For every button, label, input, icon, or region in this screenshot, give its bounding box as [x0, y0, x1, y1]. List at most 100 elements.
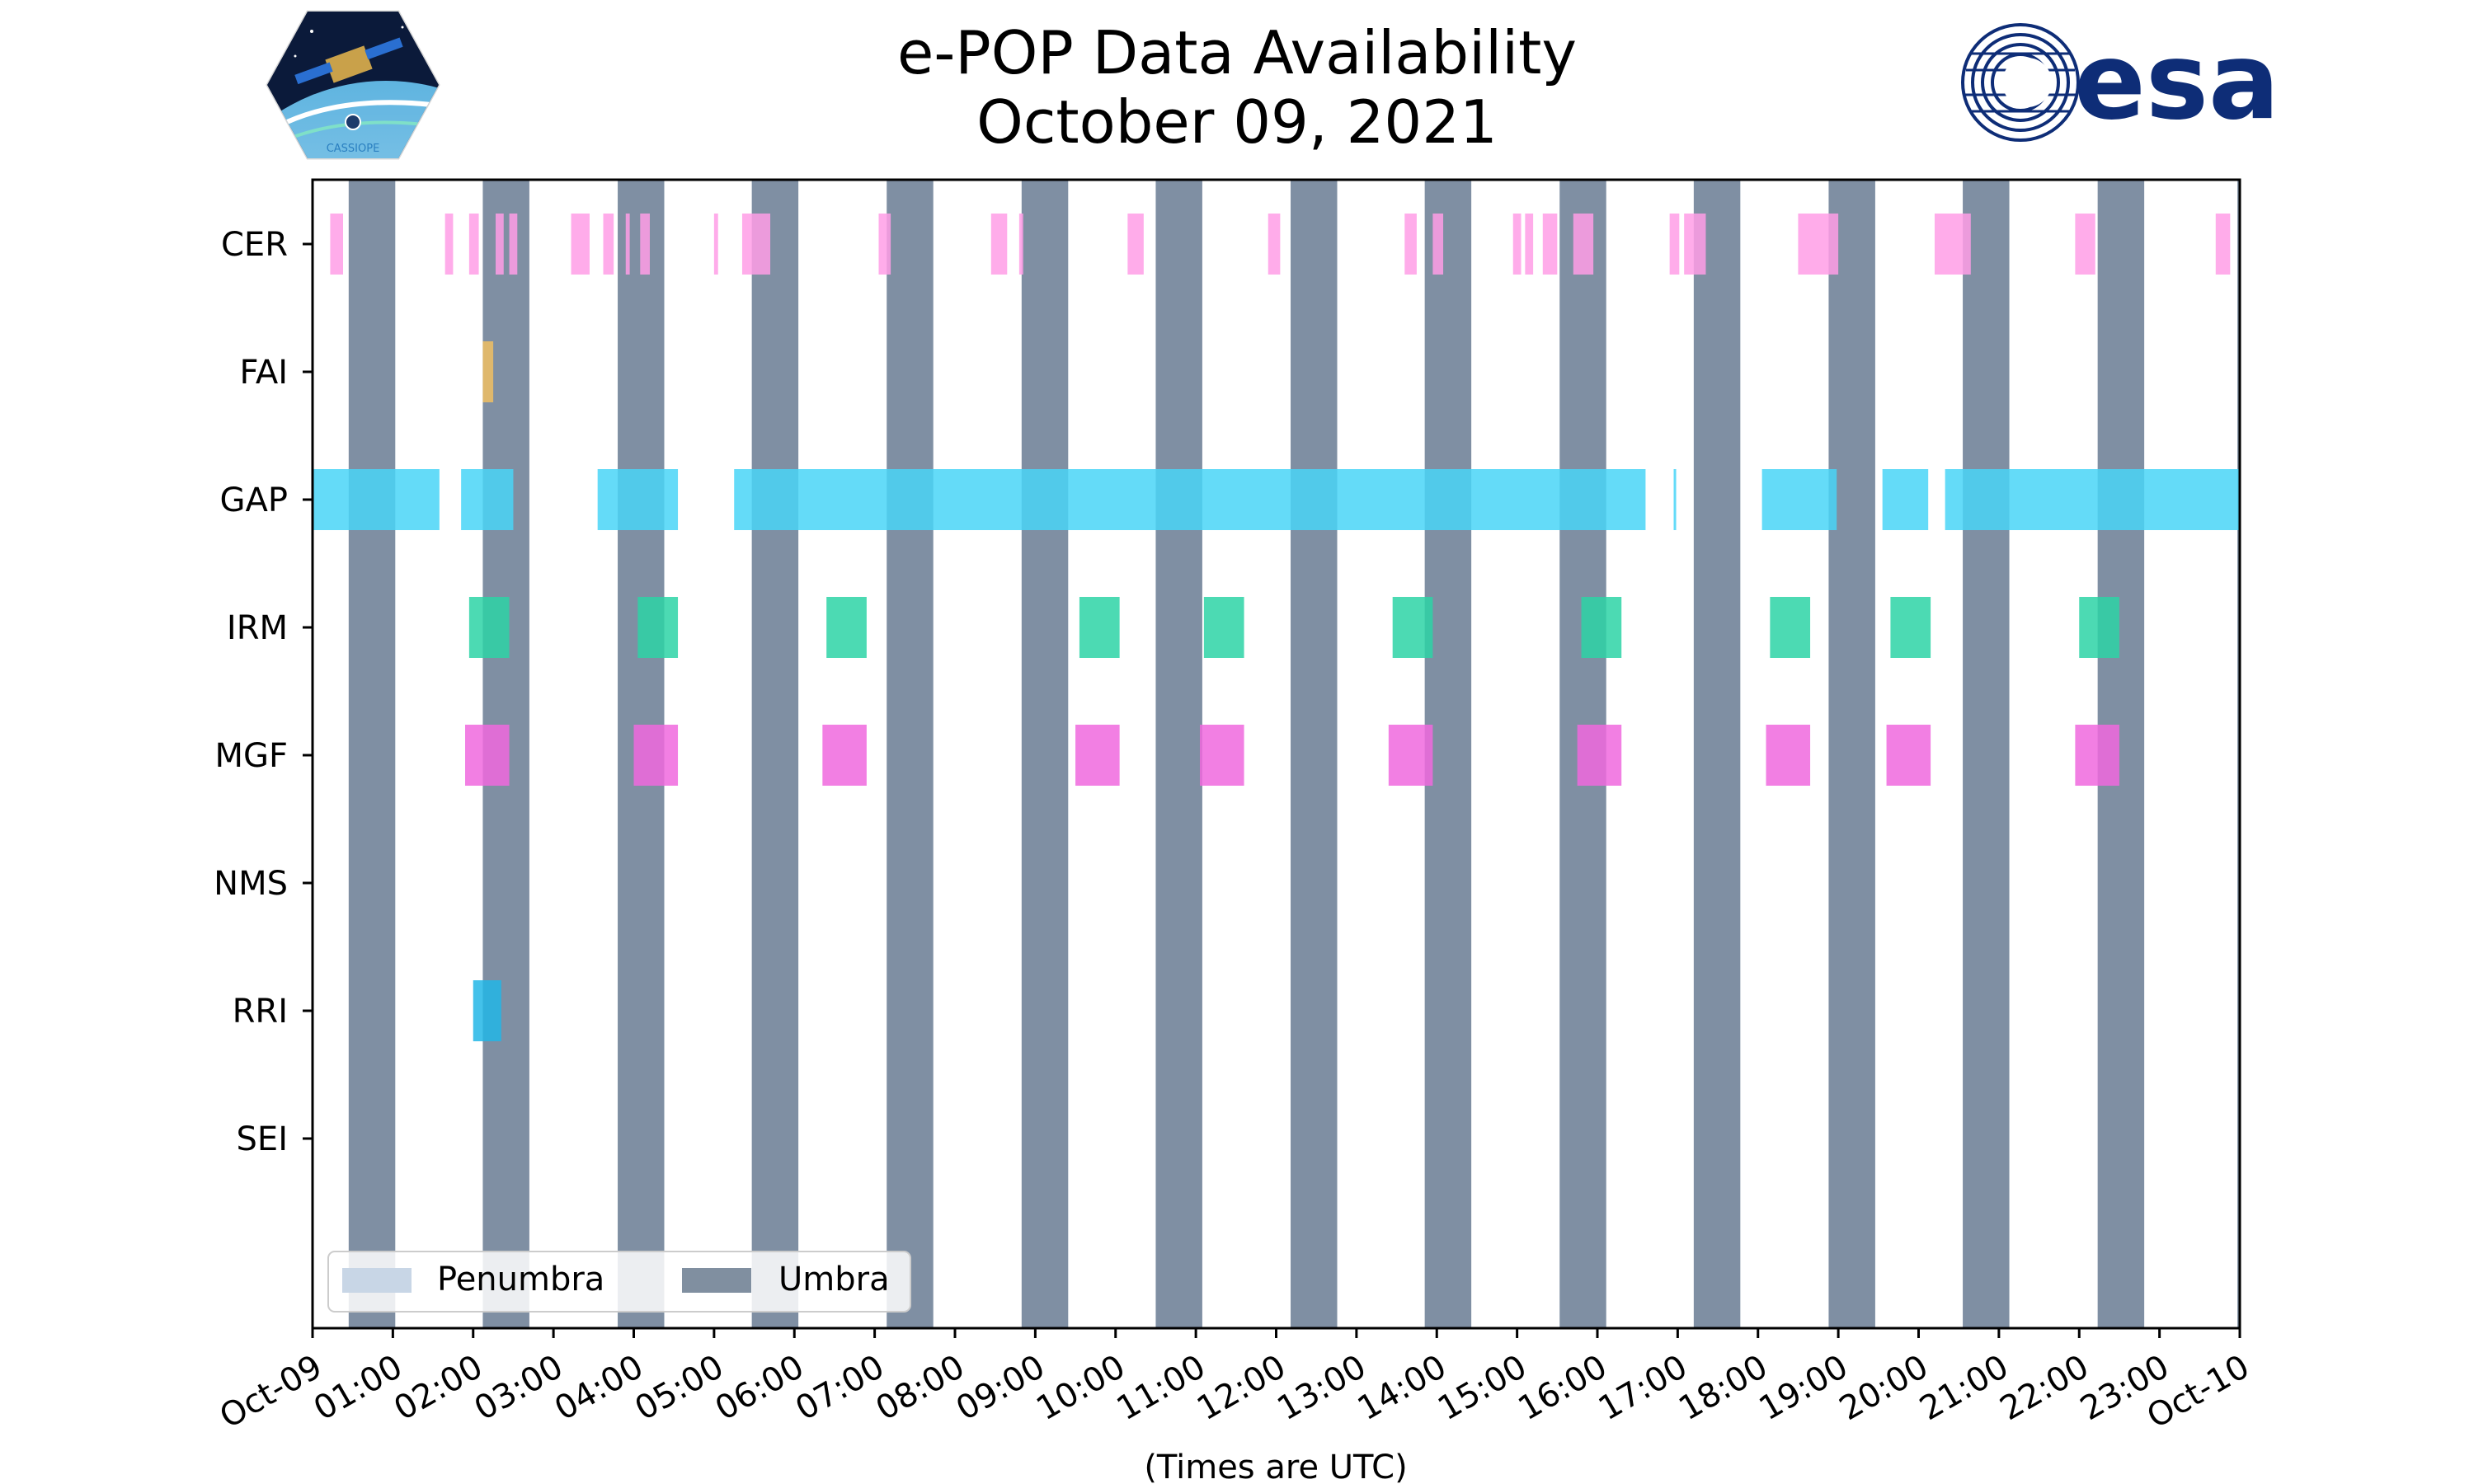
bar-cer: [1432, 214, 1444, 275]
y-tick-label: IRM: [227, 609, 288, 647]
bar-cer: [640, 214, 650, 275]
bar-cer: [468, 214, 479, 275]
y-tick-label: GAP: [220, 481, 288, 519]
x-tick-label: 04:00: [548, 1348, 650, 1428]
bar-irm: [1770, 597, 1811, 658]
plot-frame: [311, 178, 2241, 1330]
bar-cer: [571, 214, 590, 275]
y-tick-label: FAI: [240, 354, 289, 392]
x-tick-label: 17:00: [1592, 1348, 1694, 1428]
x-tick-label: 01:00: [308, 1348, 409, 1428]
bar-cer: [1669, 214, 1680, 275]
bar-cer: [1268, 214, 1281, 275]
bar-gap: [597, 469, 679, 530]
y-tick-label: RRI: [233, 993, 288, 1031]
legend-label-penumbra: Penumbra: [437, 1261, 604, 1298]
chart-title-line1: e-POP Data Availability: [897, 18, 1577, 87]
umbra-band: [1155, 180, 1202, 1328]
bar-irm: [1890, 597, 1931, 658]
bar-mgf: [1075, 725, 1120, 786]
bar-mgf: [822, 725, 867, 786]
bar-cer: [741, 214, 771, 275]
bar-mgf: [633, 725, 679, 786]
umbra-band: [887, 180, 934, 1328]
bar-cer: [496, 214, 504, 275]
y-tick-label: NMS: [214, 865, 288, 903]
bar-cer: [1525, 214, 1534, 275]
bar-gap: [734, 469, 1646, 530]
x-axis-label: (Times are UTC): [1144, 1449, 1407, 1484]
bar-gap: [1673, 469, 1677, 530]
x-tick-label: 15:00: [1432, 1348, 1533, 1428]
x-tick-label: 19:00: [1753, 1348, 1855, 1428]
umbra-bands: [348, 180, 2240, 1328]
bar-cer: [990, 214, 1008, 275]
x-tick-label: 21:00: [1913, 1348, 2015, 1428]
bar-mgf: [1577, 725, 1622, 786]
bar-cer: [2215, 214, 2231, 275]
bar-cer: [2075, 214, 2095, 275]
bar-cer: [878, 214, 891, 275]
bar-cer: [1127, 214, 1144, 275]
x-tick-label: 10:00: [1030, 1348, 1131, 1428]
chart-title-line2: October 09, 2021: [976, 87, 1498, 157]
bar-cer: [1404, 214, 1417, 275]
x-tick-label: 08:00: [870, 1348, 971, 1428]
umbra-band: [1291, 180, 1338, 1328]
x-tick-label: 07:00: [789, 1348, 891, 1428]
umbra-band: [1828, 180, 1875, 1328]
legend-label-umbra: Umbra: [778, 1261, 890, 1298]
bar-cer: [1573, 214, 1594, 275]
chart-title: e-POP Data Availability October 09, 2021: [0, 18, 2474, 157]
y-tick-label: MGF: [214, 737, 288, 775]
bar-irm: [2079, 597, 2119, 658]
legend-swatch-penumbra: [342, 1268, 412, 1293]
cassiope-logo-text: CASSIOPE: [327, 143, 380, 155]
x-tick-label: 20:00: [1833, 1348, 1935, 1428]
bar-mgf: [465, 725, 510, 786]
x-tick-label: Oct-09: [214, 1348, 328, 1436]
bar-cer: [1684, 214, 1706, 275]
umbra-band: [751, 180, 799, 1328]
legend-box: [327, 1251, 911, 1313]
bar-mgf: [1886, 725, 1931, 786]
bar-irm: [1079, 597, 1120, 658]
bar-cer: [330, 214, 344, 275]
esa-logo-text: esa: [2074, 21, 2279, 143]
x-tick-label: 16:00: [1512, 1348, 1614, 1428]
y-tick-label: CER: [221, 226, 288, 264]
x-tick-label: 22:00: [1994, 1348, 2095, 1428]
bar-irm: [637, 597, 679, 658]
x-tick-label: 18:00: [1672, 1348, 1774, 1428]
bar-fai: [482, 341, 494, 402]
bar-rri: [473, 980, 501, 1041]
bar-irm: [826, 597, 867, 658]
x-tick-label: 09:00: [950, 1348, 1051, 1428]
bar-gap: [313, 469, 440, 530]
esa-logo: esa: [1961, 21, 2279, 143]
bar-mgf: [1388, 725, 1433, 786]
bar-irm: [1203, 597, 1244, 658]
y-axis: CER FAI GAP IRM MGF NMS RRI SEI: [214, 226, 313, 1158]
bar-cer: [603, 214, 614, 275]
bar-cer: [625, 214, 630, 275]
legend-swatch-umbra: [682, 1268, 751, 1293]
bar-irm: [468, 597, 510, 658]
bar-cer: [1798, 214, 1839, 275]
bar-gap: [461, 469, 514, 530]
x-tick-label: 11:00: [1111, 1348, 1212, 1428]
bar-gap: [1761, 469, 1837, 530]
bar-cer: [713, 214, 718, 275]
bar-cer: [509, 214, 518, 275]
x-tick-label: 02:00: [388, 1348, 489, 1428]
bar-irm: [1581, 597, 1622, 658]
umbra-band: [348, 180, 396, 1328]
bar-cer: [1018, 214, 1023, 275]
x-tick-label: 14:00: [1352, 1348, 1453, 1428]
bar-cer: [1512, 214, 1522, 275]
cassiope-mission-logo: CASSIOPE: [266, 10, 440, 160]
bar-gap: [1945, 469, 2240, 530]
bar-mgf: [1199, 725, 1244, 786]
bar-cer: [444, 214, 454, 275]
